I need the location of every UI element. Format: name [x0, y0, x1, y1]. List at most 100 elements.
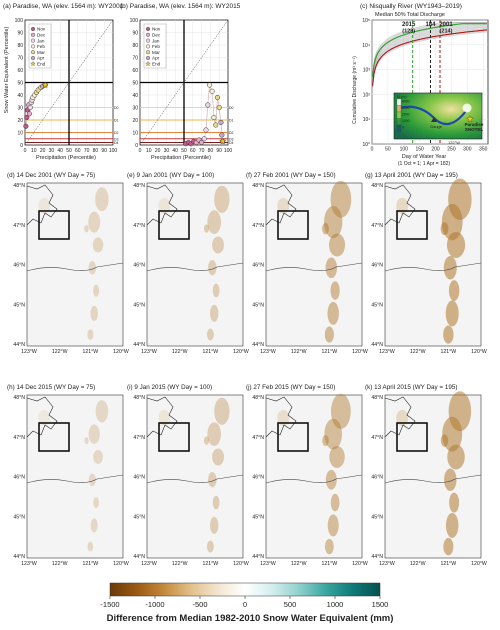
- y-tick-label: 90: [17, 30, 23, 36]
- elevation-legend-label: 1000: [402, 119, 410, 123]
- drought-label: D2: [114, 131, 119, 135]
- swe-deficit-patch: [445, 300, 459, 327]
- colorbar-tick-label: -1500: [100, 600, 119, 609]
- historical-series-line: [372, 28, 488, 85]
- lon-label: 121°W: [83, 349, 99, 355]
- historical-series-line: [372, 22, 487, 74]
- drought-label: D4: [114, 141, 119, 145]
- map-frame: [265, 182, 363, 347]
- historical-series-line: [372, 25, 488, 82]
- map-frame: [26, 394, 124, 559]
- lat-label: 48°N: [13, 183, 25, 189]
- swe-deficit-patch: [209, 516, 219, 534]
- lon-label: 121°W: [441, 349, 457, 355]
- lat-label: 44°N: [252, 554, 264, 560]
- panel-b-swe-2015: (b) Paradise, WA (elev. 1564 m): WY2015 …: [120, 3, 241, 161]
- legend-marker: [145, 56, 150, 61]
- swe-deficit-patch: [328, 233, 346, 257]
- elevation-legend-label: 0: [402, 126, 404, 130]
- y-tick-label: 50: [132, 80, 138, 86]
- lon-label: 120°W: [352, 561, 368, 567]
- state-border: [265, 474, 363, 484]
- elevation-legend-label: 4000: [402, 100, 410, 104]
- x-tick-label: 90: [101, 148, 107, 154]
- lat-label: 47°N: [133, 435, 145, 441]
- swe-point: [23, 123, 29, 129]
- swe-deficit-patch: [88, 424, 100, 444]
- map-title: (e) 9 Jan 2001 (WY Day = 100): [127, 172, 214, 179]
- map-title: (g) 13 April 2001 (WY Day = 195): [365, 172, 458, 179]
- historical-series-line: [372, 23, 488, 80]
- swe-deficit-patch: [207, 210, 221, 235]
- study-area-box: [38, 210, 70, 240]
- elevation-legend-swatch: [396, 124, 402, 132]
- swe-deficit-patch: [84, 224, 89, 233]
- drought-label: D1: [229, 119, 234, 123]
- panel-c-xlabel: Day of Water Year: [402, 154, 447, 160]
- map-title: (f) 27 Feb 2001 (WY Day = 150): [246, 172, 336, 179]
- colorbar-tick-label: 1500: [372, 600, 389, 609]
- y-tick-label: 100: [15, 18, 24, 24]
- historical-series-line: [372, 26, 488, 83]
- lon-label: 122°W: [291, 561, 307, 567]
- lat-label: 44°N: [13, 342, 25, 348]
- historical-series-line: [372, 31, 488, 88]
- legend-marker: [145, 38, 150, 43]
- swe-deficit-patch: [327, 301, 339, 325]
- swe-deficit-patch: [208, 472, 217, 488]
- x-tick-label: 250: [447, 147, 456, 153]
- swe-deficit-patch: [87, 329, 94, 340]
- x-tick-label: 60: [75, 148, 81, 154]
- panel-a-xlabel: Precipitation (Percentile): [36, 155, 96, 161]
- lat-label: 48°N: [252, 395, 264, 401]
- y-tick-label: 50: [17, 80, 23, 86]
- y-tick-label: 60: [17, 68, 23, 74]
- swe-deficit-patch: [212, 495, 220, 510]
- study-area-box: [158, 422, 190, 452]
- lat-label: 47°N: [13, 435, 25, 441]
- lat-label: 45°N: [371, 302, 383, 308]
- swe-deficit-patch: [214, 397, 230, 425]
- x-tick-label: 350: [479, 147, 488, 153]
- colorbar-tick-label: 1000: [327, 600, 344, 609]
- lon-label: 120°W: [471, 349, 487, 355]
- legend-label-mar: Mar: [152, 50, 160, 55]
- y-tick-label: 10: [17, 130, 23, 136]
- lat-label: 46°N: [252, 475, 264, 481]
- x-tick-label: 30: [49, 148, 55, 154]
- olympic-patch: [38, 197, 51, 214]
- study-area-box: [158, 210, 190, 240]
- swe-point: [216, 104, 222, 111]
- panel-c-ylabel: Cumulative Discharge (m³ s⁻¹): [352, 56, 358, 124]
- historical-series-line: [372, 31, 488, 89]
- lon-label: 121°W: [322, 561, 338, 567]
- legend-marker: [31, 32, 36, 37]
- x-tick-label: 0: [139, 148, 142, 154]
- lat-label: 45°N: [371, 514, 383, 520]
- inset-gauge-triangle: [431, 117, 437, 122]
- swe-deficit-patch: [330, 180, 352, 218]
- swe-deficit-patch: [207, 422, 221, 447]
- swe-deficit-patch: [443, 537, 454, 556]
- lon-label: 123°W: [141, 561, 157, 567]
- lon-label: 120°W: [471, 561, 487, 567]
- marker-label: 2001: [439, 22, 453, 28]
- map-panel: (h) 14 Dec 2015 (WY Day = 75) 48°N 47°N 46°…: [7, 384, 129, 567]
- map-panel: (k) 13 April 2015 (WY Day = 195) 48°N 47°N…: [365, 384, 487, 567]
- legend-label-nov: Nov: [152, 27, 161, 32]
- legend-marker: [31, 50, 36, 55]
- swe-point: [219, 132, 225, 138]
- y-tick-label: 30: [17, 105, 23, 111]
- state-border: [146, 262, 244, 272]
- y-tick-label: 10⁵: [362, 18, 370, 24]
- panel-c-xlabel2: (1 Oct = 1; 1 Apr = 182): [398, 161, 451, 167]
- end-star-marker: [219, 137, 227, 145]
- map-title: (j) 27 Feb 2015 (WY Day = 150): [246, 384, 335, 391]
- colorbar-label: Difference from Median 1982-2010 Snow Wa…: [107, 613, 394, 624]
- swe-deficit-patch: [88, 211, 101, 233]
- lon-label: 120°W: [233, 561, 249, 567]
- swe-deficit-patch: [84, 437, 89, 445]
- x-tick-label: 100: [400, 147, 409, 153]
- legend-marker: [31, 56, 36, 61]
- map-title: (d) 14 Dec 2001 (WY Day = 75): [7, 172, 95, 179]
